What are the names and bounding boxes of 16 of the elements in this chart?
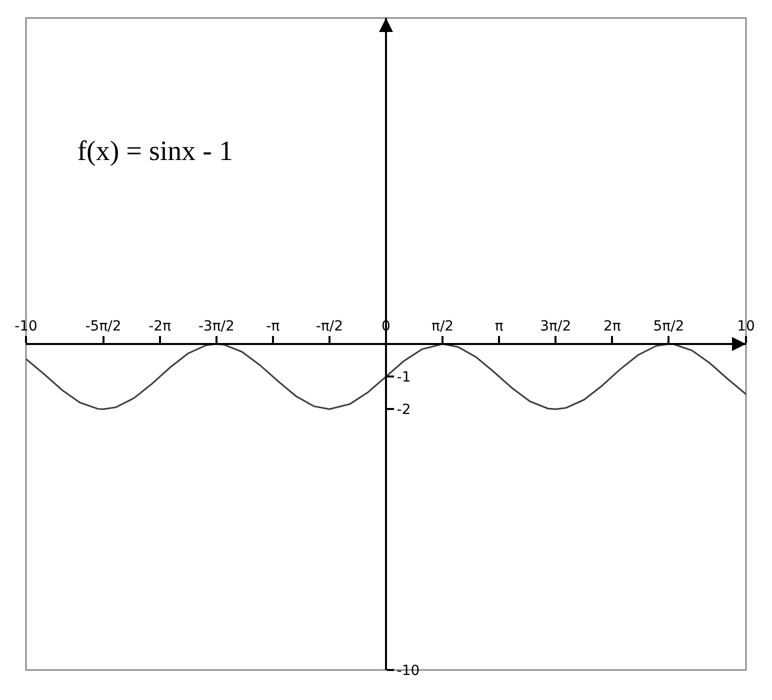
x-tick-label: π (494, 318, 504, 334)
x-tick-label: -5π/2 (85, 318, 122, 334)
x-tick-label: -10 (14, 318, 38, 334)
x-tick-label: 10 (737, 318, 755, 334)
y-tick-label: -1 (396, 370, 411, 386)
text: f(x) = sinx - 1 (77, 136, 233, 167)
x-tick-label: -π (266, 318, 280, 334)
x-tick-label: 3π/2 (540, 318, 572, 334)
x-tick-label: -2π (148, 318, 172, 334)
y-tick-label: -2 (396, 402, 411, 418)
x-tick-label: -3π/2 (198, 318, 234, 334)
x-tick-label: π/2 (432, 318, 454, 334)
x-tick-label: 5π/2 (653, 318, 684, 334)
y-tick-label: -10 (396, 662, 420, 679)
x-tick-label: -π/2 (316, 318, 343, 334)
x-tick-label: 2π (604, 318, 622, 334)
